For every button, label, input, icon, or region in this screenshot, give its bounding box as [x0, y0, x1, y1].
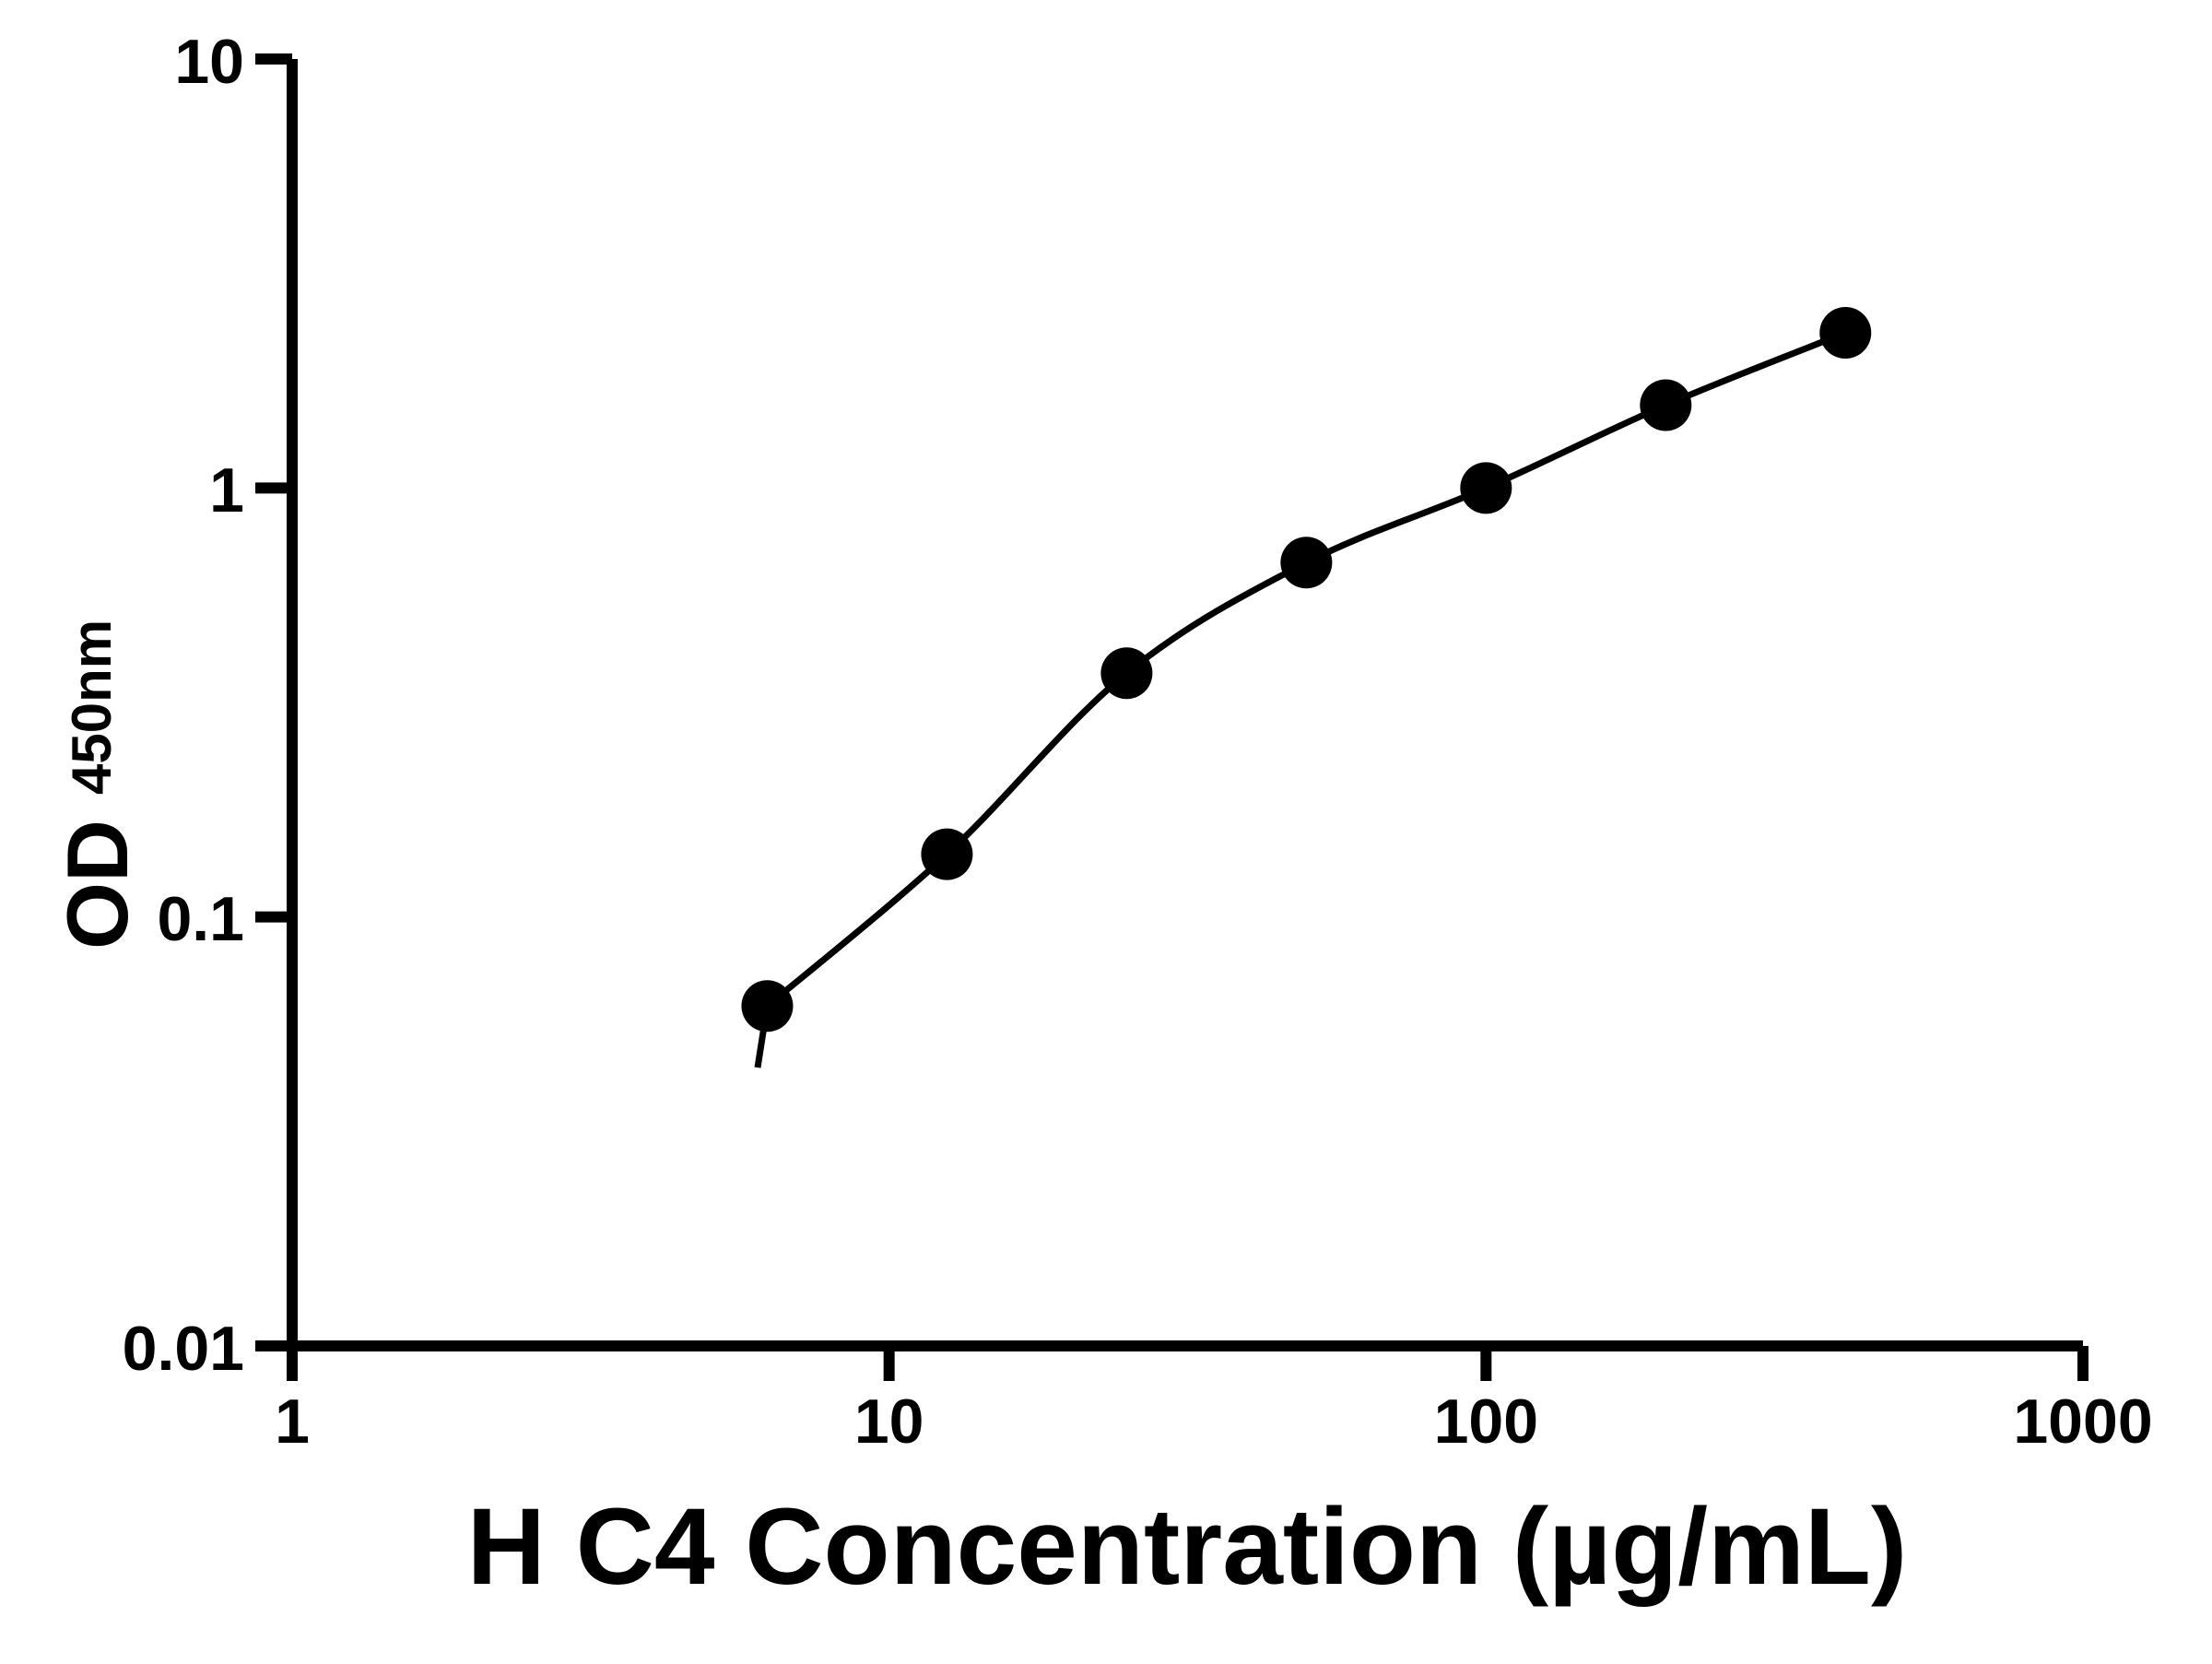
svg-text:1: 1 [275, 1387, 310, 1457]
svg-text:OD: OD [49, 820, 146, 950]
svg-text:0.1: 0.1 [157, 884, 244, 954]
svg-text:0.01: 0.01 [123, 1314, 244, 1384]
svg-text:10: 10 [174, 27, 244, 97]
svg-text:1: 1 [209, 455, 244, 525]
svg-text:H C4 Concentration (µg/mL): H C4 Concentration (µg/mL) [467, 1486, 1908, 1608]
svg-text:100: 100 [1434, 1387, 1538, 1457]
svg-text:10: 10 [854, 1387, 924, 1457]
svg-text:450nm: 450nm [61, 620, 123, 795]
svg-text:1000: 1000 [2013, 1387, 2152, 1457]
